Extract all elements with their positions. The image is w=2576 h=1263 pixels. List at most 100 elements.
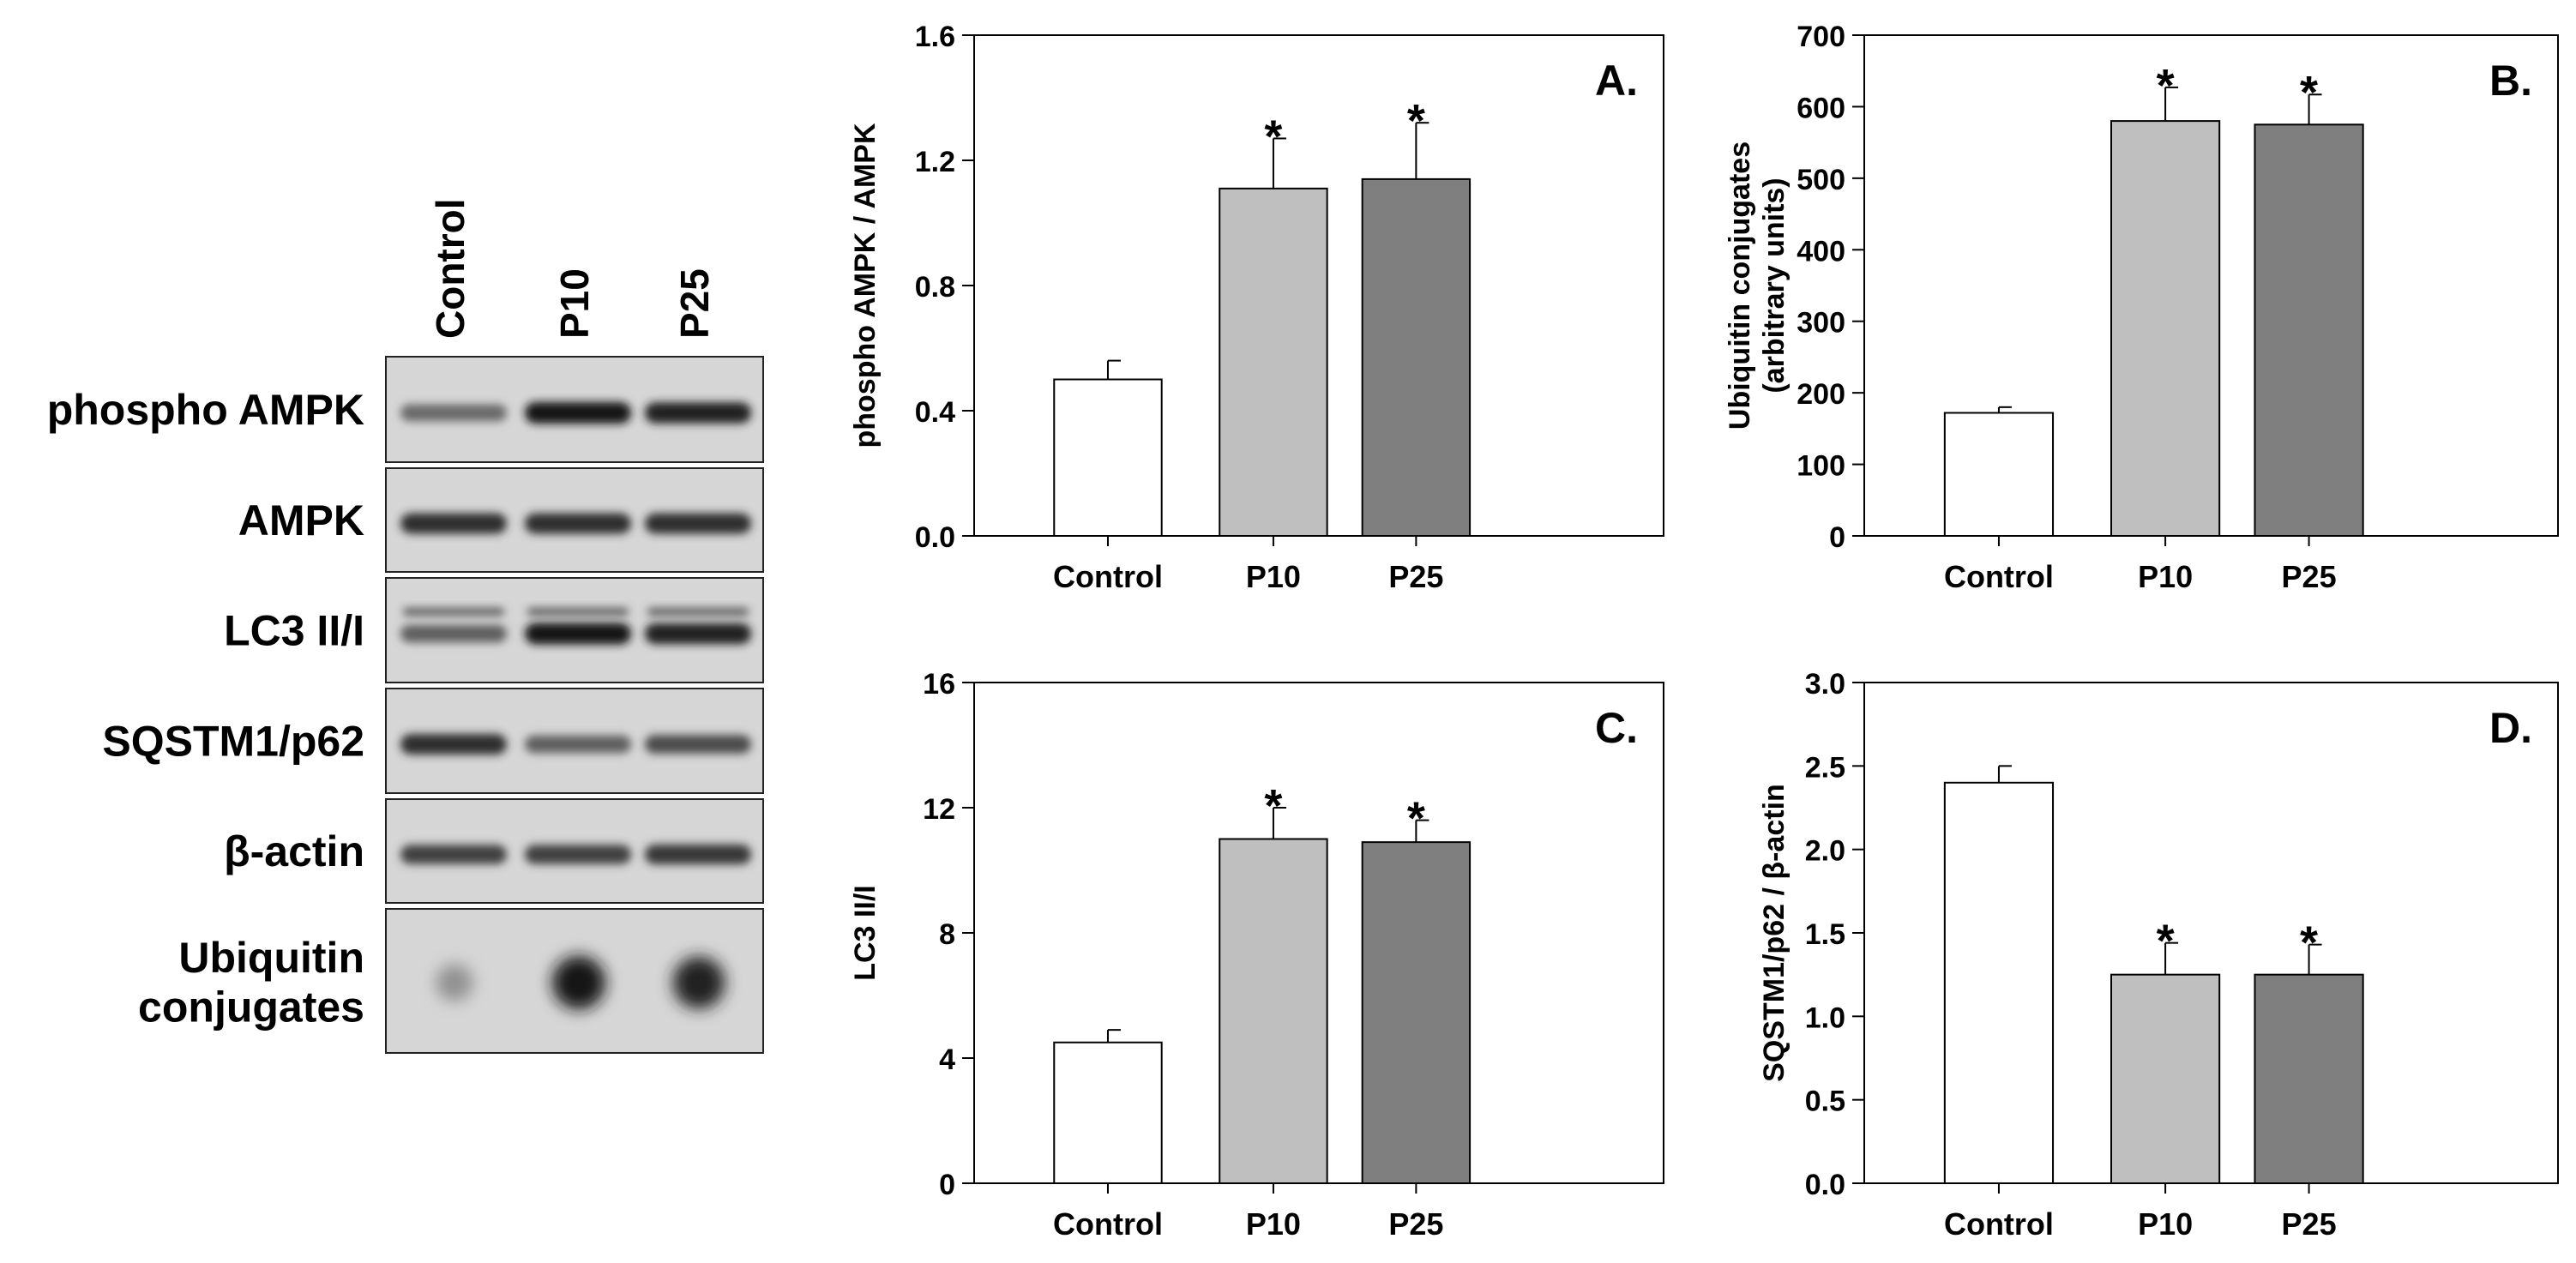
protein-band bbox=[645, 844, 751, 865]
x-tick-label: P25 bbox=[2282, 1206, 2337, 1242]
blot-row-label: β-actin bbox=[224, 827, 364, 875]
x-tick-label: P10 bbox=[1246, 1206, 1301, 1242]
y-tick-label: 700 bbox=[1797, 21, 1845, 53]
protein-band-upper bbox=[647, 608, 749, 616]
y-tick-label: 200 bbox=[1797, 378, 1845, 411]
y-tick-label: 1.6 bbox=[915, 21, 955, 53]
y-tick-label: 0.0 bbox=[1805, 1169, 1845, 1201]
protein-band bbox=[645, 513, 751, 534]
panel-label: B. bbox=[2489, 57, 2532, 105]
significance-marker: * bbox=[1407, 793, 1425, 845]
bar-charts: 0.0 0.4 0.8 1.2 1.6 Control * P10 * P25 A. phospho … bbox=[849, 21, 2559, 1242]
y-tick-label: 0 bbox=[939, 1169, 955, 1201]
x-tick-label: Control bbox=[1053, 1206, 1163, 1242]
significance-marker: * bbox=[1407, 95, 1425, 147]
y-tick-label: 1.2 bbox=[915, 146, 955, 178]
significance-marker: * bbox=[2157, 60, 2175, 111]
bar-control bbox=[1943, 781, 2055, 1184]
bar-p10 bbox=[1219, 838, 1328, 1184]
bar-p25 bbox=[1361, 841, 1472, 1185]
chart-panel-b: 0 100 200 300 400 500 600 700 Control * P10 * P25 B. U… bbox=[1724, 21, 2559, 594]
protein-band bbox=[645, 622, 751, 645]
blot-row-label: phospho AMPK bbox=[47, 386, 364, 434]
blot-row-2: LC3 II/I bbox=[224, 577, 764, 683]
y-tick-label: 12 bbox=[923, 793, 955, 826]
chart-panel-c: 0 4 8 12 16 Control * P10 * P25 C. LC3 II/I bbox=[849, 668, 1664, 1242]
protein-band bbox=[645, 735, 751, 754]
protein-band bbox=[525, 513, 631, 534]
blot-row-1: AMPK bbox=[238, 467, 764, 573]
significance-marker: * bbox=[2157, 916, 2175, 967]
y-tick-label: 16 bbox=[923, 668, 955, 701]
bar-p25 bbox=[2254, 973, 2364, 1184]
y-tick-label: 2.0 bbox=[1805, 835, 1845, 868]
y-tick-label: 2.5 bbox=[1805, 751, 1845, 784]
y-tick-label: 600 bbox=[1797, 92, 1845, 124]
protein-band bbox=[525, 401, 631, 424]
chart-panel-a: 0.0 0.4 0.8 1.2 1.6 Control * P10 * P25 A. phospho … bbox=[849, 21, 1664, 594]
y-tick-label: 0.0 bbox=[915, 521, 955, 554]
y-tick-label: 1.5 bbox=[1805, 918, 1845, 951]
blot-row-0: phospho AMPK bbox=[47, 356, 764, 463]
dot-blot-spot bbox=[672, 956, 725, 1009]
significance-marker: * bbox=[1264, 111, 1282, 162]
bar-p10 bbox=[2110, 973, 2221, 1184]
blot-row-label: conjugates bbox=[138, 983, 364, 1031]
y-tick-label: 4 bbox=[939, 1043, 955, 1076]
protein-band bbox=[400, 624, 507, 643]
dot-blot-spot bbox=[436, 964, 473, 1001]
x-tick-label: Control bbox=[1944, 559, 2054, 594]
western-blot: Control P10 P25 phospho AMPK AMPK LC3 II/I SQS… bbox=[47, 198, 764, 1054]
significance-marker: * bbox=[2300, 67, 2318, 118]
y-axis-label: Ubiquitin conjugates bbox=[1724, 141, 1756, 430]
bar-p25 bbox=[2254, 123, 2364, 538]
protein-band bbox=[525, 622, 631, 645]
y-axis-label: (arbitrary units) bbox=[1758, 177, 1791, 393]
chart-panel-d: 0.0 0.5 1.0 1.5 2.0 2.5 3.0 Control * P10 * P25 D. SQ… bbox=[1758, 668, 2559, 1242]
protein-band bbox=[400, 845, 507, 864]
significance-marker: * bbox=[2300, 917, 2318, 969]
x-tick-label: P10 bbox=[2138, 559, 2193, 594]
y-tick-label: 0.5 bbox=[1805, 1086, 1845, 1118]
protein-band bbox=[525, 845, 631, 864]
blot-row-label: LC3 II/I bbox=[224, 607, 364, 655]
bar-control bbox=[1943, 412, 2055, 538]
x-tick-label: Control bbox=[1944, 1206, 2054, 1242]
panel-label: C. bbox=[1595, 704, 1638, 752]
y-tick-label: 500 bbox=[1797, 164, 1845, 196]
x-tick-label: P25 bbox=[1388, 1206, 1443, 1242]
panel-label: A. bbox=[1595, 57, 1638, 105]
significance-marker: * bbox=[1264, 780, 1282, 832]
protein-band bbox=[400, 513, 507, 534]
x-tick-label: Control bbox=[1053, 559, 1163, 594]
y-tick-label: 100 bbox=[1797, 450, 1845, 483]
y-tick-label: 1.0 bbox=[1805, 1001, 1845, 1034]
y-axis-label: SQSTM1/p62 / β-actin bbox=[1758, 784, 1791, 1082]
protein-band bbox=[400, 404, 507, 422]
panel-label: D. bbox=[2489, 704, 2532, 752]
y-tick-label: 0.4 bbox=[915, 396, 955, 429]
bar-p10 bbox=[2110, 120, 2221, 537]
x-tick-label: P10 bbox=[2138, 1206, 2193, 1242]
blot-row-label: Ubiquitin bbox=[178, 934, 364, 982]
protein-band-upper bbox=[527, 608, 629, 616]
y-axis-label: phospho AMPK / AMPK bbox=[849, 123, 882, 448]
bar-control bbox=[1053, 1041, 1163, 1184]
y-tick-label: 300 bbox=[1797, 307, 1845, 340]
bar-p25 bbox=[1361, 177, 1472, 537]
bar-control bbox=[1053, 378, 1163, 537]
blot-row-3: SQSTM1/p62 bbox=[102, 688, 764, 794]
lane-label-control: Control bbox=[428, 198, 472, 339]
blot-row-label: SQSTM1/p62 bbox=[102, 718, 364, 766]
x-tick-label: P25 bbox=[1388, 559, 1443, 594]
bar-p10 bbox=[1219, 187, 1328, 537]
y-tick-label: 0.8 bbox=[915, 271, 955, 304]
protein-band-upper bbox=[403, 608, 504, 616]
y-axis-label: LC3 II/I bbox=[849, 885, 882, 980]
blot-row-label: AMPK bbox=[238, 496, 364, 544]
x-tick-label: P25 bbox=[2282, 559, 2337, 594]
protein-band bbox=[645, 402, 751, 424]
x-tick-label: P10 bbox=[1246, 559, 1301, 594]
y-tick-label: 8 bbox=[939, 918, 955, 951]
